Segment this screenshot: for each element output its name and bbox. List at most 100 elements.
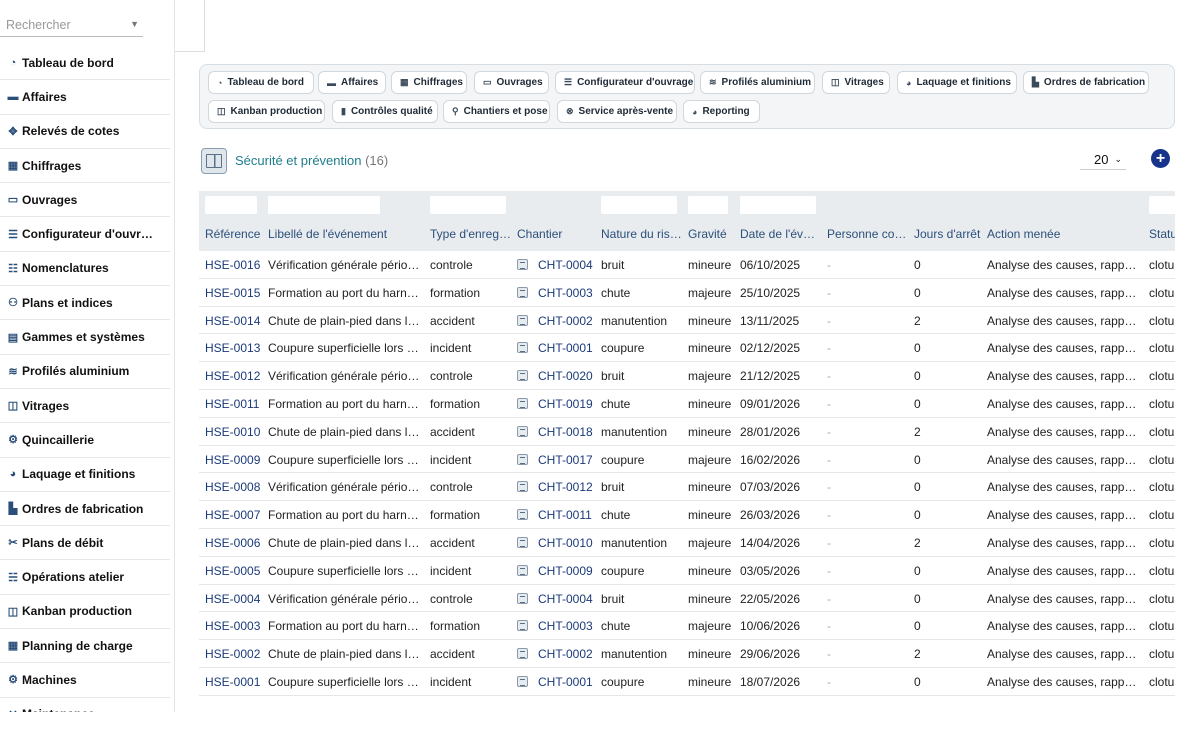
table-cell[interactable]: CHT-0001 <box>538 674 593 689</box>
table-row[interactable]: HSE-0004 Vérification générale périodi… co… <box>199 585 1175 613</box>
sidebar-item-chiffrages[interactable]: ▦ Chiffrages <box>0 149 170 184</box>
column-filter-input[interactable] <box>268 196 380 214</box>
table-row[interactable]: HSE-0009 Coupure superficielle lors d… inc… <box>199 446 1175 474</box>
table-cell[interactable]: CHT-0009 <box>538 563 593 578</box>
module-button-ordres-de-fabrication[interactable]: ▙ Ordres de fabrication <box>1023 71 1149 94</box>
table-cell[interactable]: HSE-0004 <box>205 591 261 606</box>
table-cell[interactable]: HSE-0014 <box>205 313 261 328</box>
sidebar-item-quincaillerie[interactable]: ⚙ Quincaillerie <box>0 423 170 458</box>
table-cell[interactable]: CHT-0018 <box>538 424 593 439</box>
sidebar-item-kanban-production[interactable]: ◫ Kanban production <box>0 595 170 630</box>
add-record-button[interactable]: + <box>1151 149 1170 168</box>
module-button-chiffrages[interactable]: ▦ Chiffrages <box>391 71 467 94</box>
table-cell[interactable]: HSE-0003 <box>205 619 261 634</box>
page-size-select[interactable]: 20 ⌄ <box>1080 150 1126 170</box>
sidebar-item-planning-de-charge[interactable]: ▦ Planning de charge <box>0 629 170 664</box>
table-cell[interactable]: CHT-0012 <box>538 480 593 495</box>
table-cell[interactable]: CHT-0004 <box>538 591 593 606</box>
table-row[interactable]: HSE-0010 Chute de plain-pied dans la … acc… <box>199 418 1175 446</box>
sidebar-item-operations-atelier[interactable]: ☵ Opérations atelier <box>0 560 170 595</box>
module-button-configurateur-d-ouvrage[interactable]: ☰ Configurateur d'ouvrage <box>555 71 695 94</box>
sidebar-item-affaires[interactable]: ▬ Affaires <box>0 80 170 115</box>
table-cell[interactable]: CHT-0003 <box>538 619 593 634</box>
module-button-vitrages[interactable]: ◫ Vitrages <box>822 71 890 94</box>
module-button-tableau-de-bord[interactable]: ◔ Tableau de bord <box>208 71 314 94</box>
table-cell[interactable]: CHT-0001 <box>538 341 593 356</box>
module-button-affaires[interactable]: ▬ Affaires <box>318 71 386 94</box>
table-cell[interactable]: CHT-0010 <box>538 535 593 550</box>
table-cell[interactable]: CHT-0003 <box>538 285 593 300</box>
table-row[interactable]: HSE-0015 Formation au port du harnai… form… <box>199 279 1175 307</box>
table-cell[interactable]: HSE-0006 <box>205 535 261 550</box>
column-filter-input[interactable] <box>601 196 677 214</box>
column-header-date-de-l-ev[interactable]: Date de l'év… <box>740 227 815 241</box>
column-header-chantier[interactable]: Chantier <box>517 227 563 241</box>
module-button-controles-qualite[interactable]: ▮ Contrôles qualité <box>332 100 438 123</box>
column-header-nature-du-ris[interactable]: Nature du ris… <box>601 227 682 241</box>
column-filter-input[interactable] <box>430 196 506 214</box>
table-cell[interactable]: HSE-0016 <box>205 258 261 272</box>
table-cell[interactable]: CHT-0002 <box>538 647 593 662</box>
search-input[interactable] <box>0 15 120 35</box>
column-header-type-d-enreg[interactable]: Type d'enreg… <box>430 227 512 241</box>
column-header-action-menee[interactable]: Action menée <box>987 227 1061 241</box>
table-cell[interactable]: CHT-0020 <box>538 369 593 384</box>
chevron-down-icon[interactable]: ▼ <box>130 19 139 29</box>
sidebar-item-vitrages[interactable]: ◫ Vitrages <box>0 389 170 424</box>
column-header-reference[interactable]: Référence <box>205 227 261 241</box>
table-row[interactable]: HSE-0016 Vérification générale périodi… co… <box>199 251 1175 279</box>
sidebar-item-maintenance[interactable]: ✕Maintenance <box>0 698 170 712</box>
search-box[interactable]: ▼ <box>0 15 143 37</box>
table-cell[interactable]: CHT-0011 <box>538 508 592 523</box>
table-cell[interactable]: HSE-0002 <box>205 647 261 662</box>
collapse-toggle[interactable] <box>175 0 205 52</box>
sidebar-item-configurateur-d-ouvr[interactable]: ☰ Configurateur d'ouvr… <box>0 217 170 252</box>
sidebar-item-machines[interactable]: ⚙ Machines <box>0 663 170 698</box>
sidebar-item-nomenclatures[interactable]: ☷ Nomenclatures <box>0 252 170 287</box>
table-row[interactable]: HSE-0014 Chute de plain-pied dans la … acc… <box>199 307 1175 335</box>
table-cell[interactable]: HSE-0013 <box>205 341 261 356</box>
table-row[interactable]: HSE-0001 Coupure superficielle lors d… inc… <box>199 668 1175 696</box>
table-cell[interactable]: HSE-0008 <box>205 480 261 495</box>
module-button-chantiers-et-pose[interactable]: ⚲ Chantiers et pose <box>443 100 550 123</box>
module-button-profiles-aluminium[interactable]: ≋ Profilés aluminium <box>700 71 815 94</box>
column-filter-input[interactable] <box>1149 196 1175 214</box>
sidebar-item-tableau-de-bord[interactable]: ◔ Tableau de bord <box>0 46 170 81</box>
table-row[interactable]: HSE-0013 Coupure superficielle lors d… inc… <box>199 334 1175 363</box>
module-button-reporting[interactable]: ◕ Reporting <box>683 100 760 123</box>
table-row[interactable]: HSE-0011 Formation au port du harnai… form… <box>199 390 1175 418</box>
sidebar-item-ordres-de-fabrication[interactable]: ▙ Ordres de fabrication <box>0 492 170 527</box>
table-cell[interactable]: CHT-0017 <box>538 452 593 467</box>
column-header-gravite[interactable]: Gravité <box>688 227 727 241</box>
column-header-libelle-de-l-evenement[interactable]: Libellé de l'événement <box>268 227 388 241</box>
column-header-statut[interactable]: Statut <box>1149 227 1175 241</box>
column-filter-input[interactable] <box>688 196 728 214</box>
table-cell[interactable]: CHT-0002 <box>538 313 593 328</box>
table-cell[interactable]: CHT-0004 <box>538 258 593 272</box>
column-filter-input[interactable] <box>740 196 816 214</box>
table-row[interactable]: HSE-0003 Formation au port du harnai… form… <box>199 612 1175 641</box>
table-cell[interactable]: HSE-0001 <box>205 674 261 689</box>
table-cell[interactable]: HSE-0007 <box>205 508 261 523</box>
column-header-personne-co[interactable]: Personne co… <box>827 227 907 241</box>
table-row[interactable]: HSE-0012 Vérification générale périodi… co… <box>199 362 1175 390</box>
table-cell[interactable]: HSE-0009 <box>205 452 261 467</box>
sidebar-item-ouvrages[interactable]: ▭ Ouvrages <box>0 183 170 218</box>
module-button-service-apres-vente[interactable]: ⊗ Service après-vente <box>557 100 677 123</box>
table-row[interactable]: HSE-0005 Coupure superficielle lors d… inc… <box>199 557 1175 585</box>
table-row[interactable]: HSE-0002 Chute de plain-pied dans la … acc… <box>199 640 1175 668</box>
table-row[interactable]: HSE-0006 Chute de plain-pied dans la … acc… <box>199 529 1175 557</box>
table-cell[interactable]: HSE-0012 <box>205 369 261 384</box>
sidebar-item-releves-de-cotes[interactable]: ✥ Relevés de cotes <box>0 115 170 149</box>
sidebar-item-profiles-aluminium[interactable]: ≋ Profilés aluminium <box>0 355 170 389</box>
table-cell[interactable]: CHT-0019 <box>538 396 593 411</box>
module-button-ouvrages[interactable]: ▭ Ouvrages <box>474 71 549 94</box>
sidebar-item-plans-et-indices[interactable]: ⚇ Plans et indices <box>0 286 170 321</box>
column-header-jours-d-arret[interactable]: Jours d'arrêt <box>914 227 981 241</box>
sidebar-item-gammes-et-systemes[interactable]: ▤ Gammes et systèmes <box>0 320 170 355</box>
column-filter-input[interactable] <box>205 196 257 214</box>
table-cell[interactable]: HSE-0015 <box>205 285 261 300</box>
table-cell[interactable]: HSE-0011 <box>205 396 260 411</box>
table-cell[interactable]: HSE-0005 <box>205 563 261 578</box>
module-button-kanban-production[interactable]: ◫ Kanban production <box>208 100 325 123</box>
